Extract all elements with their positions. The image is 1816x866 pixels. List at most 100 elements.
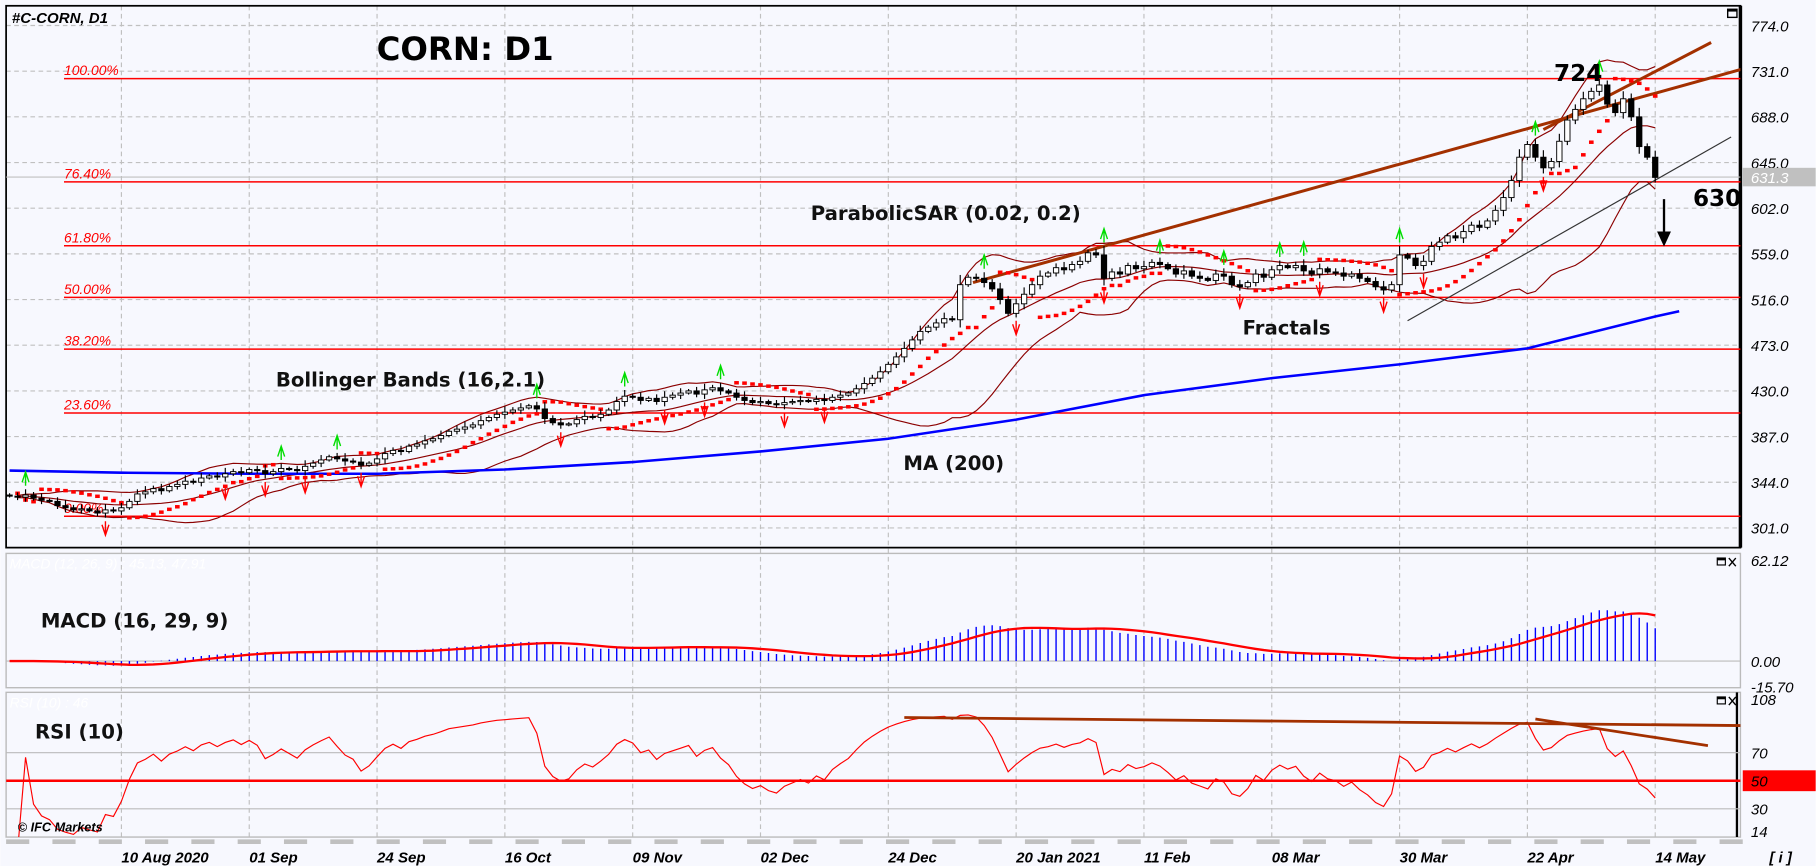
candle-bearish xyxy=(693,390,700,395)
candle-bullish xyxy=(302,465,309,472)
scrollbar-segment[interactable] xyxy=(376,839,400,845)
psar-dot xyxy=(1437,287,1442,291)
scrollbar-segment[interactable] xyxy=(1534,839,1558,845)
candle-bullish xyxy=(1580,98,1587,110)
scrollbar-segment[interactable] xyxy=(700,839,724,845)
scrollbar-segment[interactable] xyxy=(839,839,863,845)
psar-dot xyxy=(446,453,452,457)
scrollbar-segment[interactable] xyxy=(1580,839,1604,845)
psar-dot xyxy=(606,426,612,431)
psar-dot xyxy=(1229,261,1235,266)
scrollbar-segment[interactable] xyxy=(793,839,817,845)
scrollbar-segment[interactable] xyxy=(469,839,493,845)
ma200-line xyxy=(9,309,1680,476)
scrollbar-segment[interactable] xyxy=(1441,839,1465,845)
scrollbar-segment[interactable] xyxy=(1626,839,1651,845)
psar-dot xyxy=(1549,171,1554,176)
x-tick-label: 16 Oct xyxy=(505,850,552,866)
candle-bullish xyxy=(174,483,181,487)
scrollbar-segment[interactable] xyxy=(886,839,910,845)
candle-bearish xyxy=(238,471,245,474)
candle-bearish xyxy=(6,494,13,497)
candle-bullish xyxy=(1564,119,1571,142)
psar-dot xyxy=(1317,257,1323,262)
scrollbar-segment[interactable] xyxy=(237,839,261,845)
psar-dot xyxy=(1301,280,1307,284)
psar-dot xyxy=(814,407,819,412)
scrollbar-segment[interactable] xyxy=(608,839,632,845)
scrollbar-segment[interactable] xyxy=(561,839,585,845)
candle-bullish xyxy=(509,409,516,413)
candle-bullish xyxy=(1252,273,1259,284)
psar-dot xyxy=(558,400,564,404)
psar-dot xyxy=(1125,279,1131,283)
scrollbar-segment[interactable] xyxy=(191,839,215,845)
scrollbar-segment[interactable] xyxy=(98,839,122,845)
rsi-tick-label: 14 xyxy=(1751,824,1768,841)
candle-bullish xyxy=(781,402,788,406)
bollinger-middle-band xyxy=(17,125,1656,506)
rsi-close-icon[interactable] xyxy=(1728,696,1737,706)
candle-bullish xyxy=(837,394,844,398)
scrollbar-segment[interactable] xyxy=(283,839,308,845)
macd-close-icon[interactable] xyxy=(1728,557,1737,567)
candle-bullish xyxy=(1108,271,1116,279)
candle-bearish xyxy=(1156,261,1164,265)
psar-dot xyxy=(598,407,604,411)
scrollbar-segment[interactable] xyxy=(1719,839,1743,845)
candle-bullish xyxy=(605,409,612,415)
scrollbar-segment[interactable] xyxy=(1256,839,1280,845)
psar-dot xyxy=(1565,168,1570,173)
scrollbar-segment[interactable] xyxy=(932,839,956,845)
x-tick-label: 01 Sep xyxy=(249,850,298,866)
horizontal-scrollbar[interactable] xyxy=(6,839,1743,845)
fractal-down-icon xyxy=(1419,273,1428,290)
candle-bullish xyxy=(445,430,453,436)
main-maximize-icon[interactable] xyxy=(1726,8,1738,19)
macd-tick-label: 0.00 xyxy=(1751,654,1781,671)
scrollbar-segment[interactable] xyxy=(1673,839,1697,845)
scrollbar-segment[interactable] xyxy=(978,839,1002,845)
scrollbar-segment[interactable] xyxy=(1395,839,1419,845)
candle-bearish xyxy=(1172,268,1180,275)
candle-bearish xyxy=(805,400,812,403)
candle-bearish xyxy=(1100,254,1108,279)
scrollbar-segment[interactable] xyxy=(1071,839,1095,845)
psar-dot xyxy=(1109,283,1115,288)
psar-dot xyxy=(382,467,388,471)
scrollbar-segment[interactable] xyxy=(145,839,169,845)
psar-dot xyxy=(566,401,572,406)
scrollbar-segment[interactable] xyxy=(1349,839,1373,845)
scrollbar-segment[interactable] xyxy=(515,839,539,845)
scrollbar-segment[interactable] xyxy=(6,839,30,845)
candle-bearish xyxy=(1204,277,1211,281)
scrollbar-segment[interactable] xyxy=(654,839,678,845)
fib-level-label: 23.60% xyxy=(63,396,111,412)
fractal-up-icon xyxy=(21,469,30,486)
scrollbar-segment[interactable] xyxy=(422,839,447,845)
fractal-up-icon xyxy=(1219,248,1228,265)
psar-dot xyxy=(1533,190,1538,195)
scrollbar-segment[interactable] xyxy=(1163,839,1188,845)
psar-dot xyxy=(965,325,971,330)
candle-bearish xyxy=(1628,98,1635,118)
rsi-maximize-icon[interactable] xyxy=(1716,696,1726,705)
candle-bearish xyxy=(286,467,293,471)
scrollbar-segment[interactable] xyxy=(1024,839,1049,845)
psar-dot xyxy=(734,381,739,385)
macd-maximize-icon[interactable] xyxy=(1716,557,1726,566)
rsi-trendline xyxy=(1535,717,1709,748)
psar-dot xyxy=(997,270,1003,274)
info-button[interactable]: [ i ] xyxy=(1768,850,1793,866)
scrollbar-segment[interactable] xyxy=(52,839,76,845)
candle-bullish xyxy=(909,339,916,349)
candle-bearish xyxy=(1228,275,1235,286)
scrollbar-segment[interactable] xyxy=(747,839,771,845)
scrollbar-segment[interactable] xyxy=(1117,839,1141,845)
scrollbar-segment[interactable] xyxy=(1302,839,1326,845)
candle-bullish xyxy=(477,420,485,426)
scrollbar-segment[interactable] xyxy=(1488,839,1512,845)
scrollbar-segment[interactable] xyxy=(1210,839,1234,845)
psar-dot xyxy=(206,490,212,495)
scrollbar-segment[interactable] xyxy=(330,839,354,845)
